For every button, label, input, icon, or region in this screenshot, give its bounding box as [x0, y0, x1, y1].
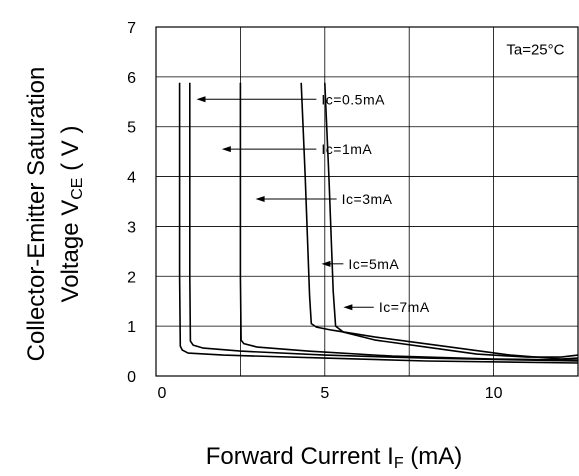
x-tick-label: 5: [320, 385, 329, 402]
y-tick-label: 4: [127, 170, 136, 187]
x-axis-title-subscript: F: [394, 455, 404, 472]
y-axis-title-suffix: ( V ): [57, 126, 84, 178]
x-axis-title: Forward Current IF (mA): [206, 443, 463, 472]
y-axis-title-line1: Collector-Emitter Saturation: [23, 67, 50, 362]
series-label: Ic=5mA: [348, 256, 399, 272]
y-axis-title-prefix: Voltage V: [57, 200, 84, 303]
annotation-arrowhead: [196, 96, 206, 103]
x-axis-title-prefix: Forward Current I: [206, 443, 394, 470]
y-axis-title-line2: Voltage VCE ( V ): [57, 126, 86, 303]
plot-area-frame: [155, 26, 579, 377]
series-label: Ic=0.5mA: [321, 91, 385, 107]
y-tick-label: 0: [127, 369, 136, 386]
annotation-arrowhead: [321, 260, 331, 267]
series-line: [239, 82, 579, 361]
y-tick-label: 1: [127, 319, 136, 336]
y-tick-label: 6: [127, 70, 136, 87]
annotation-arrowhead: [343, 304, 353, 311]
series-line: [178, 82, 579, 364]
x-tick-label: 10: [485, 385, 503, 402]
annotation-arrowhead: [255, 196, 265, 203]
y-axis-title-subscript: CE: [69, 178, 86, 200]
series-label: Ic=1mA: [321, 141, 372, 157]
annotation-arrowhead: [221, 146, 231, 153]
x-axis-title-suffix: (mA): [404, 443, 463, 470]
y-tick-label: 5: [127, 120, 136, 137]
y-tick-label: 7: [127, 20, 136, 37]
y-tick-label: 3: [127, 219, 136, 236]
curves: [178, 82, 579, 364]
series-label: Ic=7mA: [379, 299, 430, 315]
x-tick-label: 0: [158, 385, 167, 402]
series-line: [300, 82, 579, 360]
annotations: Ic=0.5mA Ic=1mA Ic=3mA Ic=5mA Ic=7mA: [196, 91, 430, 315]
series-line: [324, 82, 579, 358]
y-tick-label: 2: [127, 269, 136, 286]
condition-label: Ta=25°C: [506, 41, 564, 58]
series-label: Ic=3mA: [342, 191, 393, 207]
tick-labels: 0 1 2 3 4 5 6 7 0 5 10: [127, 20, 503, 402]
series-line: [189, 82, 579, 362]
